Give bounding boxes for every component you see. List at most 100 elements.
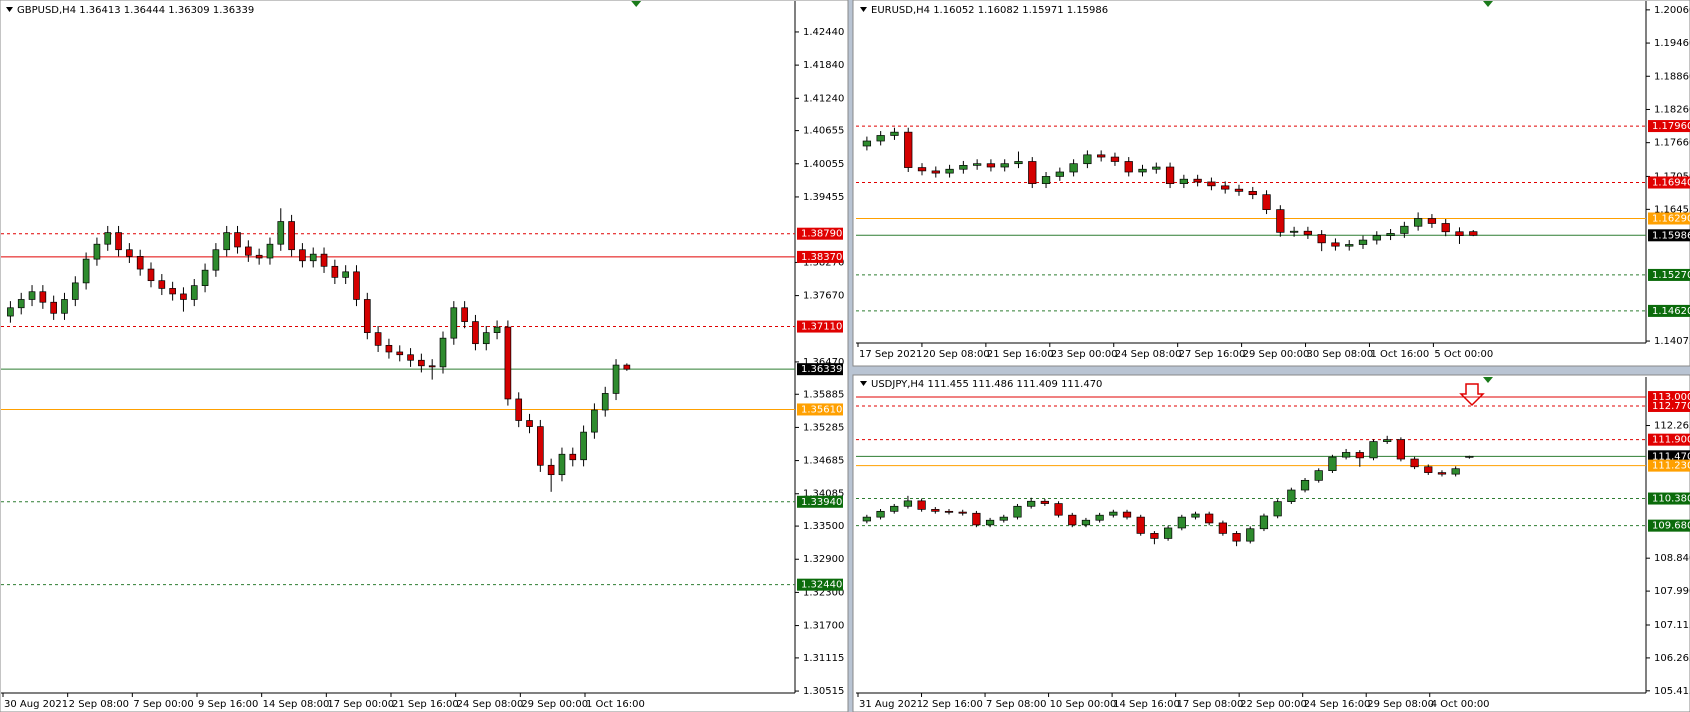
candle-body	[115, 232, 122, 251]
candle-body	[1276, 209, 1285, 233]
candle-body	[1273, 501, 1282, 517]
level-box	[1648, 519, 1690, 532]
x-tick-label: 2 Sep 16:00	[923, 699, 983, 710]
x-tick-label: 17 Sep 00:00	[327, 699, 394, 710]
level-box	[797, 578, 843, 591]
x-tick-label: 31 Aug 2021	[859, 699, 923, 710]
level-label: 110.380	[1652, 494, 1690, 505]
candle-body	[7, 307, 14, 317]
candle-body	[180, 293, 187, 300]
candle-body	[601, 393, 609, 411]
candle-body	[396, 351, 404, 356]
x-tick-label: 29 Sep 00:00	[1243, 349, 1310, 360]
y-tick-label: 1.18260	[1654, 104, 1690, 115]
y-tick-label: 1.42440	[803, 27, 844, 38]
candle-body	[1317, 234, 1326, 244]
candle-body	[986, 163, 996, 168]
candle-body	[1372, 235, 1381, 241]
candle-body	[1191, 513, 1200, 518]
y-tick-label: 1.31700	[803, 621, 844, 632]
candle-body	[1207, 181, 1216, 187]
candle-body	[385, 344, 393, 353]
candle-body	[245, 246, 252, 256]
candle-body	[931, 170, 940, 174]
candle-body	[903, 500, 913, 507]
candle-body	[1122, 511, 1132, 518]
level-box	[1648, 450, 1690, 463]
level-label: 1.15986	[1652, 230, 1690, 241]
x-tick-label: 21 Sep 16:00	[987, 349, 1054, 360]
candle-body	[1055, 171, 1064, 177]
chart-header: EURUSD,H4 1.16052 1.16082 1.15971 1.1598…	[871, 5, 1108, 16]
candle-body	[309, 253, 317, 262]
candle-body	[876, 135, 885, 142]
y-tick-label: 1.39455	[803, 192, 844, 203]
candle-body	[1441, 223, 1450, 233]
candle-body	[862, 516, 871, 522]
y-tick-label: 1.16455	[1654, 204, 1690, 215]
candle-body	[1110, 156, 1120, 162]
candle-body	[331, 265, 339, 278]
y-tick-label: 1.40055	[803, 159, 844, 170]
candle-body	[1152, 166, 1161, 170]
y-tick-label: 1.17660	[1654, 138, 1690, 149]
candle-body	[1083, 154, 1092, 165]
candle-body	[1232, 533, 1241, 542]
candle-body	[1150, 533, 1159, 539]
header-icon	[860, 381, 867, 386]
candle-body	[623, 364, 631, 370]
y-tick-label: 1.34085	[803, 489, 844, 500]
candle-body	[1234, 188, 1244, 192]
level-box	[1648, 176, 1690, 189]
candle-body	[147, 268, 155, 282]
candle-body	[569, 453, 577, 461]
candle-body	[1054, 503, 1063, 516]
candle-body	[515, 398, 523, 421]
candle-body	[526, 420, 533, 427]
level-label: 1.15270	[1652, 270, 1690, 281]
candle-body	[1259, 515, 1269, 530]
candle-body	[958, 511, 967, 514]
candle-body	[1451, 468, 1460, 475]
candle-body	[126, 249, 133, 257]
candle-body	[917, 167, 927, 172]
y-tick-label: 1.20060	[1654, 5, 1690, 16]
y-tick-label: 105.415	[1654, 686, 1690, 697]
candle-body	[1427, 218, 1437, 224]
y-tick-label: 1.14075	[1654, 336, 1690, 347]
x-tick-label: 4 Oct 00:00	[1431, 699, 1490, 710]
header-icon	[6, 7, 13, 12]
candle-body	[212, 249, 220, 271]
candle-body	[1396, 439, 1406, 460]
shift-marker	[631, 1, 642, 7]
level-label: 111.900	[1652, 435, 1690, 446]
level-box	[797, 250, 843, 263]
candle-body	[223, 232, 231, 251]
level-box	[1648, 120, 1690, 133]
level-box	[797, 363, 843, 376]
candle-body	[1300, 479, 1310, 491]
x-tick-label: 2 Sep 08:00	[69, 699, 129, 710]
y-tick-label: 1.41840	[803, 60, 844, 71]
candle-body	[1410, 458, 1419, 468]
level-box	[1648, 492, 1690, 505]
candle-body	[1218, 522, 1227, 534]
chart-header: USDJPY,H4 111.455 111.486 111.409 111.47…	[871, 379, 1102, 390]
candle-body	[1289, 230, 1299, 233]
x-tick-label: 7 Sep 08:00	[986, 699, 1046, 710]
candle-body	[591, 409, 598, 433]
candle-body	[1028, 161, 1037, 184]
level-label: 1.37110	[801, 322, 842, 333]
level-label: 1.32440	[801, 580, 842, 591]
candle-body	[1303, 230, 1313, 235]
candle-body	[1081, 519, 1091, 526]
candle-body	[461, 307, 468, 322]
y-tick-label: 1.19460	[1654, 38, 1690, 49]
candle-body	[944, 510, 954, 513]
level-label: 109.680	[1652, 521, 1690, 532]
level-box	[1648, 229, 1690, 242]
candle-body	[1386, 233, 1395, 236]
candle-body	[1413, 218, 1423, 227]
candle-body	[959, 165, 968, 170]
candle-body	[1069, 163, 1078, 173]
